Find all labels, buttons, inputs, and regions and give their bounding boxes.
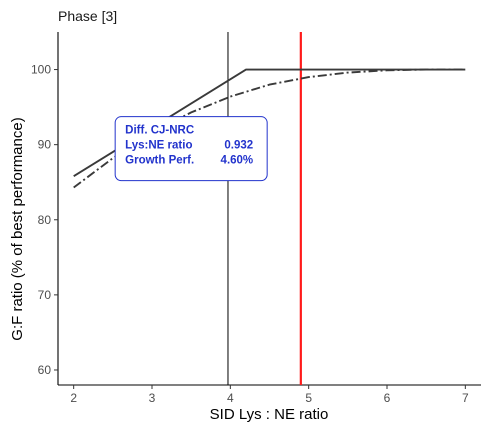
y-tick-label: 80	[38, 213, 52, 227]
x-axis-title: SID Lys : NE ratio	[210, 406, 329, 423]
series-line-solid	[73, 68, 466, 178]
annotation-label: Diff. CJ-NRC	[125, 125, 194, 137]
annotation-label: Growth Perf.	[125, 155, 194, 167]
x-tick-label: 3	[149, 391, 156, 405]
annotation-box: Diff. CJ-NRC Lys:NE ratio 0.932 Growth Perf…	[114, 116, 268, 182]
x-tick-label: 2	[70, 391, 77, 405]
annotation-frame	[114, 116, 268, 182]
x-tick-label: 6	[384, 391, 391, 405]
y-tick-label: 100	[31, 63, 51, 77]
annotation-value: 4.60%	[221, 155, 254, 167]
y-tick-label: 70	[38, 288, 52, 302]
annotation-label: Lys:NE ratio	[125, 140, 192, 152]
y-axis-title: G:F ratio (% of best performance)	[9, 117, 26, 340]
annotation-value: 0.932	[224, 140, 253, 152]
chart-title: Phase [3]	[58, 8, 117, 24]
x-tick-label: 7	[462, 391, 469, 405]
x-tick-label: 5	[305, 391, 312, 405]
plot-area: 2 3 4 5 6 7 60 70 80 90 100 Diff. CJ-NRC Lys:NE rati…	[31, 32, 481, 405]
y-tick-label: 90	[38, 138, 52, 152]
y-tick-label: 60	[38, 363, 52, 377]
x-tick-label: 4	[227, 391, 234, 405]
